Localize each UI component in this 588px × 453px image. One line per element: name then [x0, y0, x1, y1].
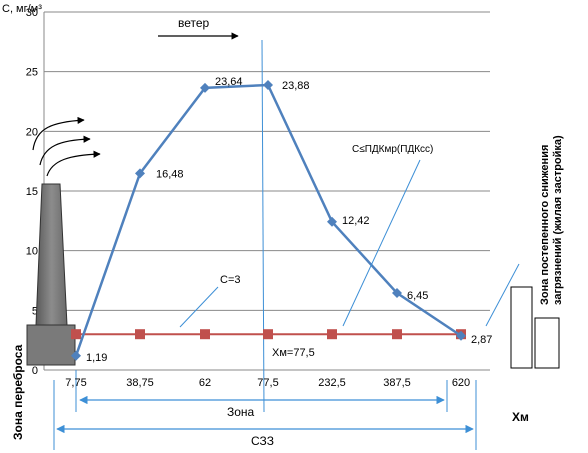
wind-label: ветер	[178, 16, 210, 30]
xm-value-label: Хм=77,5	[272, 347, 315, 359]
pdk-leader	[342, 159, 421, 327]
plume-curve-3	[46, 150, 101, 177]
xm-vertical-line	[261, 39, 265, 413]
x-tick-label: 7,75	[65, 377, 86, 389]
y-tick-label: 0	[32, 365, 38, 377]
y-axis-title: С, мг/м³	[2, 3, 42, 15]
data-label: 23,64	[215, 76, 243, 88]
concentration-point	[71, 350, 81, 361]
data-label: 23,88	[282, 80, 310, 92]
data-label: 16,48	[156, 168, 184, 180]
c3-point	[392, 329, 402, 340]
concentration-point	[200, 82, 210, 93]
series-layer	[71, 80, 466, 361]
c3-point	[135, 329, 145, 340]
c-equals-label: С=3	[220, 274, 241, 286]
concentration-line	[74, 83, 462, 357]
x-tick-label: 62	[199, 377, 211, 389]
residential-building-2	[534, 317, 560, 369]
y-tick-label: 5	[32, 305, 38, 317]
gridlines	[44, 11, 490, 311]
plume-curve-1	[32, 116, 85, 151]
concentration-point	[327, 216, 337, 227]
data-label: 2,87	[471, 334, 492, 346]
y-tick-label: 10	[26, 246, 38, 258]
reduction-leader	[485, 263, 520, 327]
concentration-point	[135, 168, 145, 179]
y-tick-label: 20	[26, 126, 38, 138]
x-tick-label: 620	[452, 377, 470, 389]
data-label: 1,19	[86, 352, 107, 364]
zone-transfer-label: Зона переброса	[11, 344, 25, 440]
c-equals-leader	[179, 286, 219, 328]
zone-label: Зона	[227, 405, 255, 419]
data-labels: 1,19 16,48 23,64 23,88 12,42 6,45 2,87	[86, 76, 492, 364]
y-tick-label: 15	[26, 186, 38, 198]
x-tick-labels: 7,75 38,75 62 77,5 232,5 387,5 620	[65, 377, 470, 389]
pdk-label: С≤ПДКмр(ПДКсс)	[352, 144, 433, 155]
data-label: 6,45	[407, 290, 428, 302]
c3-point	[71, 329, 81, 340]
x-tick-label: 232,5	[318, 377, 346, 389]
zone-reduction-line-1: Зона постепенного снижения	[539, 145, 551, 305]
concentration-point	[263, 80, 273, 91]
y-tick-labels: 0 5 10 15 20 25 30	[26, 7, 38, 377]
c3-point	[200, 329, 210, 340]
chimney-icon	[35, 183, 68, 326]
plant-building-icon	[26, 324, 76, 366]
xm-axis-label: Хм	[512, 410, 529, 424]
zone-reduction-line-2: загрязнений (жилая застройка)	[552, 135, 564, 305]
szz-label: СЗЗ	[251, 434, 274, 448]
x-tick-label: 387,5	[383, 377, 411, 389]
zone-reduction-label: Зона постепенного снижения загрязнений (…	[539, 135, 564, 305]
x-tick-label: 38,75	[126, 377, 154, 389]
y-tick-label: 25	[26, 67, 38, 79]
concentration-point	[392, 288, 402, 299]
concentration-point	[456, 330, 466, 341]
c3-point	[327, 329, 337, 340]
x-tick-label: 77,5	[257, 377, 278, 389]
c3-point	[263, 329, 273, 340]
plume-curve-2	[39, 135, 91, 166]
data-label: 12,42	[342, 215, 370, 227]
y-tick-label: 30	[26, 7, 38, 19]
residential-building-1	[510, 286, 533, 369]
